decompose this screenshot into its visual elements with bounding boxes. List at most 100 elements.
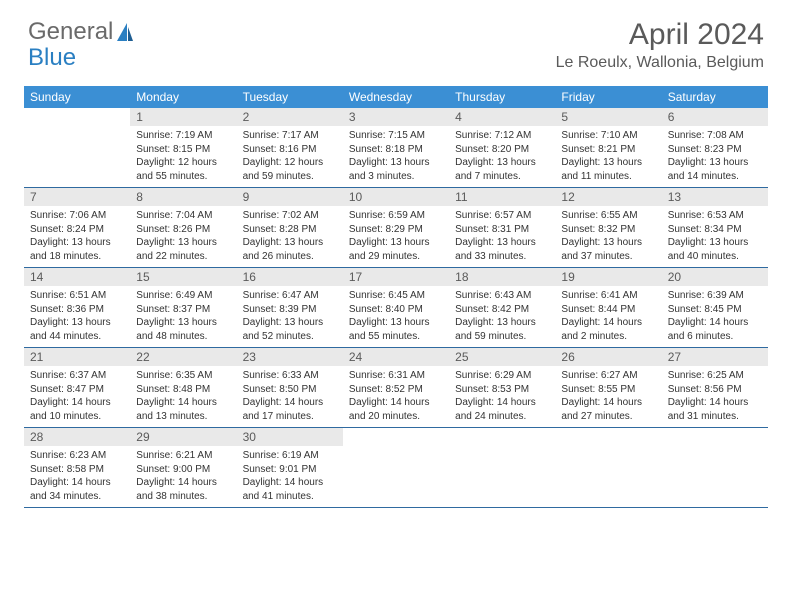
day-number: 25 bbox=[449, 348, 555, 366]
day-number: 6 bbox=[662, 108, 768, 126]
day-cell: 27Sunrise: 6:25 AMSunset: 8:56 PMDayligh… bbox=[662, 348, 768, 427]
day-details: Sunrise: 7:19 AMSunset: 8:15 PMDaylight:… bbox=[130, 126, 236, 187]
day-cell: 16Sunrise: 6:47 AMSunset: 8:39 PMDayligh… bbox=[237, 268, 343, 347]
logo-sail-icon bbox=[115, 21, 135, 43]
day-cell: 10Sunrise: 6:59 AMSunset: 8:29 PMDayligh… bbox=[343, 188, 449, 267]
dow-header: Sunday bbox=[24, 86, 130, 108]
day-number: 12 bbox=[555, 188, 661, 206]
day-cell: 29Sunrise: 6:21 AMSunset: 9:00 PMDayligh… bbox=[130, 428, 236, 507]
day-details: Sunrise: 6:19 AMSunset: 9:01 PMDaylight:… bbox=[237, 446, 343, 507]
dow-header: Saturday bbox=[662, 86, 768, 108]
day-cell: 12Sunrise: 6:55 AMSunset: 8:32 PMDayligh… bbox=[555, 188, 661, 267]
day-number: 21 bbox=[24, 348, 130, 366]
day-cell: 28Sunrise: 6:23 AMSunset: 8:58 PMDayligh… bbox=[24, 428, 130, 507]
day-number: 23 bbox=[237, 348, 343, 366]
day-details: Sunrise: 6:49 AMSunset: 8:37 PMDaylight:… bbox=[130, 286, 236, 347]
day-cell bbox=[343, 428, 449, 507]
day-details: Sunrise: 6:55 AMSunset: 8:32 PMDaylight:… bbox=[555, 206, 661, 267]
day-number bbox=[555, 428, 661, 446]
dow-header: Wednesday bbox=[343, 86, 449, 108]
day-number bbox=[449, 428, 555, 446]
day-cell: 13Sunrise: 6:53 AMSunset: 8:34 PMDayligh… bbox=[662, 188, 768, 267]
month-title: April 2024 bbox=[556, 18, 764, 52]
day-cell: 5Sunrise: 7:10 AMSunset: 8:21 PMDaylight… bbox=[555, 108, 661, 187]
calendar: SundayMondayTuesdayWednesdayThursdayFrid… bbox=[24, 86, 768, 508]
day-number: 13 bbox=[662, 188, 768, 206]
week-row: 1Sunrise: 7:19 AMSunset: 8:15 PMDaylight… bbox=[24, 108, 768, 188]
day-cell: 9Sunrise: 7:02 AMSunset: 8:28 PMDaylight… bbox=[237, 188, 343, 267]
day-number: 10 bbox=[343, 188, 449, 206]
day-number: 18 bbox=[449, 268, 555, 286]
day-details: Sunrise: 6:29 AMSunset: 8:53 PMDaylight:… bbox=[449, 366, 555, 427]
day-cell: 21Sunrise: 6:37 AMSunset: 8:47 PMDayligh… bbox=[24, 348, 130, 427]
day-number bbox=[24, 108, 130, 126]
week-row: 21Sunrise: 6:37 AMSunset: 8:47 PMDayligh… bbox=[24, 348, 768, 428]
day-details: Sunrise: 7:12 AMSunset: 8:20 PMDaylight:… bbox=[449, 126, 555, 187]
day-number: 28 bbox=[24, 428, 130, 446]
day-number: 14 bbox=[24, 268, 130, 286]
day-cell: 4Sunrise: 7:12 AMSunset: 8:20 PMDaylight… bbox=[449, 108, 555, 187]
day-details: Sunrise: 6:23 AMSunset: 8:58 PMDaylight:… bbox=[24, 446, 130, 507]
day-cell: 23Sunrise: 6:33 AMSunset: 8:50 PMDayligh… bbox=[237, 348, 343, 427]
day-cell: 19Sunrise: 6:41 AMSunset: 8:44 PMDayligh… bbox=[555, 268, 661, 347]
day-number: 3 bbox=[343, 108, 449, 126]
day-number: 22 bbox=[130, 348, 236, 366]
week-row: 28Sunrise: 6:23 AMSunset: 8:58 PMDayligh… bbox=[24, 428, 768, 508]
day-number: 16 bbox=[237, 268, 343, 286]
week-row: 7Sunrise: 7:06 AMSunset: 8:24 PMDaylight… bbox=[24, 188, 768, 268]
day-cell: 22Sunrise: 6:35 AMSunset: 8:48 PMDayligh… bbox=[130, 348, 236, 427]
day-cell: 24Sunrise: 6:31 AMSunset: 8:52 PMDayligh… bbox=[343, 348, 449, 427]
day-number: 5 bbox=[555, 108, 661, 126]
location: Le Roeulx, Wallonia, Belgium bbox=[556, 54, 764, 72]
weeks-container: 1Sunrise: 7:19 AMSunset: 8:15 PMDaylight… bbox=[24, 108, 768, 508]
day-number: 19 bbox=[555, 268, 661, 286]
day-cell: 30Sunrise: 6:19 AMSunset: 9:01 PMDayligh… bbox=[237, 428, 343, 507]
day-number bbox=[343, 428, 449, 446]
day-details: Sunrise: 7:15 AMSunset: 8:18 PMDaylight:… bbox=[343, 126, 449, 187]
day-details: Sunrise: 6:53 AMSunset: 8:34 PMDaylight:… bbox=[662, 206, 768, 267]
logo-word2: Blue bbox=[28, 44, 76, 72]
logo-word1: General bbox=[28, 18, 113, 46]
day-cell: 14Sunrise: 6:51 AMSunset: 8:36 PMDayligh… bbox=[24, 268, 130, 347]
day-details: Sunrise: 7:02 AMSunset: 8:28 PMDaylight:… bbox=[237, 206, 343, 267]
day-details: Sunrise: 6:45 AMSunset: 8:40 PMDaylight:… bbox=[343, 286, 449, 347]
day-details: Sunrise: 6:35 AMSunset: 8:48 PMDaylight:… bbox=[130, 366, 236, 427]
week-row: 14Sunrise: 6:51 AMSunset: 8:36 PMDayligh… bbox=[24, 268, 768, 348]
day-number: 1 bbox=[130, 108, 236, 126]
dow-header: Friday bbox=[555, 86, 661, 108]
title-block: April 2024 Le Roeulx, Wallonia, Belgium bbox=[556, 18, 764, 72]
day-cell: 26Sunrise: 6:27 AMSunset: 8:55 PMDayligh… bbox=[555, 348, 661, 427]
day-number: 8 bbox=[130, 188, 236, 206]
day-details: Sunrise: 6:41 AMSunset: 8:44 PMDaylight:… bbox=[555, 286, 661, 347]
day-cell: 6Sunrise: 7:08 AMSunset: 8:23 PMDaylight… bbox=[662, 108, 768, 187]
day-details: Sunrise: 7:04 AMSunset: 8:26 PMDaylight:… bbox=[130, 206, 236, 267]
day-cell: 8Sunrise: 7:04 AMSunset: 8:26 PMDaylight… bbox=[130, 188, 236, 267]
day-details: Sunrise: 6:57 AMSunset: 8:31 PMDaylight:… bbox=[449, 206, 555, 267]
day-number: 24 bbox=[343, 348, 449, 366]
day-cell: 15Sunrise: 6:49 AMSunset: 8:37 PMDayligh… bbox=[130, 268, 236, 347]
day-cell: 11Sunrise: 6:57 AMSunset: 8:31 PMDayligh… bbox=[449, 188, 555, 267]
day-details: Sunrise: 6:21 AMSunset: 9:00 PMDaylight:… bbox=[130, 446, 236, 507]
dow-header: Thursday bbox=[449, 86, 555, 108]
day-details: Sunrise: 6:37 AMSunset: 8:47 PMDaylight:… bbox=[24, 366, 130, 427]
day-details: Sunrise: 7:08 AMSunset: 8:23 PMDaylight:… bbox=[662, 126, 768, 187]
day-number: 7 bbox=[24, 188, 130, 206]
day-details: Sunrise: 6:59 AMSunset: 8:29 PMDaylight:… bbox=[343, 206, 449, 267]
dow-header: Monday bbox=[130, 86, 236, 108]
day-number: 27 bbox=[662, 348, 768, 366]
day-cell: 17Sunrise: 6:45 AMSunset: 8:40 PMDayligh… bbox=[343, 268, 449, 347]
day-cell bbox=[662, 428, 768, 507]
day-cell: 3Sunrise: 7:15 AMSunset: 8:18 PMDaylight… bbox=[343, 108, 449, 187]
day-number: 20 bbox=[662, 268, 768, 286]
day-details: Sunrise: 6:39 AMSunset: 8:45 PMDaylight:… bbox=[662, 286, 768, 347]
day-number: 30 bbox=[237, 428, 343, 446]
day-details: Sunrise: 7:17 AMSunset: 8:16 PMDaylight:… bbox=[237, 126, 343, 187]
day-cell: 1Sunrise: 7:19 AMSunset: 8:15 PMDaylight… bbox=[130, 108, 236, 187]
dow-header: Tuesday bbox=[237, 86, 343, 108]
day-cell bbox=[449, 428, 555, 507]
header: General April 2024 Le Roeulx, Wallonia, … bbox=[0, 0, 792, 78]
day-cell: 18Sunrise: 6:43 AMSunset: 8:42 PMDayligh… bbox=[449, 268, 555, 347]
day-details: Sunrise: 6:33 AMSunset: 8:50 PMDaylight:… bbox=[237, 366, 343, 427]
day-details: Sunrise: 6:27 AMSunset: 8:55 PMDaylight:… bbox=[555, 366, 661, 427]
day-details: Sunrise: 6:25 AMSunset: 8:56 PMDaylight:… bbox=[662, 366, 768, 427]
